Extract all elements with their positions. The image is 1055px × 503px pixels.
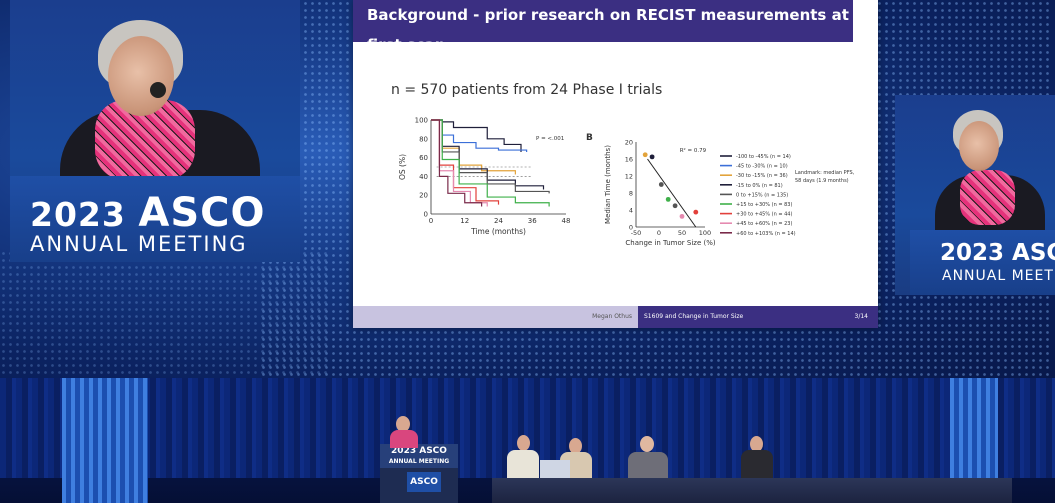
panel-a-xtick-label: 36 <box>528 217 537 225</box>
speaker-video-left: 2023 ASCO ANNUAL MEETING <box>10 0 300 262</box>
microphone-icon <box>150 82 166 98</box>
stage-podium-subtitle: ANNUAL MEETING <box>388 458 450 465</box>
speaker-scarf-right <box>960 170 1015 225</box>
panel-a-survival-curve-9 <box>431 119 483 207</box>
panel-a-xtick-label: 12 <box>460 217 469 225</box>
panelist-2 <box>569 438 582 454</box>
presenter-on-stage <box>396 416 410 432</box>
panel-b-ytick-label: 8 <box>629 190 633 198</box>
laptop <box>540 460 570 478</box>
panel-b-fit-line <box>647 158 697 228</box>
lit-curtain-left <box>62 378 148 503</box>
panel-a-ytick-label: 100 <box>415 117 428 125</box>
world-map-dots-lower <box>0 250 330 378</box>
panel-table <box>492 478 1012 503</box>
slide-subtitle: n = 570 patients from 24 Phase I trials <box>391 82 663 98</box>
speaker-video-right: 2023 ASCO ANNUAL MEETING <box>895 95 1055 295</box>
stage: 2023 ASCO ANNUAL MEETING ASCO <box>0 378 1055 503</box>
panel-a-ytick-label: 60 <box>419 154 428 162</box>
footer-talk-title: S1609 and Change in Tumor Size <box>644 313 744 320</box>
stage-podium-sign: 2023 ASCO ANNUAL MEETING <box>380 444 458 468</box>
podium-front-right: 2023 ASCO ANNUAL MEETING <box>910 230 1055 295</box>
event-brand: ASCO <box>138 190 266 236</box>
panelist-4 <box>750 436 763 452</box>
stage-podium-year-brand: 2023 ASCO <box>391 446 447 456</box>
legend-label-1: -100 to -45% (n = 14) <box>736 154 791 160</box>
panelist-3 <box>640 436 654 452</box>
panel-b-point-4 <box>665 196 671 202</box>
stage-podium: 2023 ASCO ANNUAL MEETING ASCO <box>380 444 458 503</box>
panelist-4-body <box>741 450 773 478</box>
legend-label-4: -15 to 0% (n = 81) <box>736 183 783 189</box>
panel-a-survival-curve-3 <box>431 119 516 175</box>
legend-label-3: -30 to -15% (n = 36) <box>736 173 788 179</box>
panel-b-point-1 <box>642 152 648 158</box>
legend-label-6: +15 to +30% (n = 83) <box>736 202 792 208</box>
panel-a-annotation: P = <.001 <box>536 136 564 142</box>
legend-label-9: +60 to +103% (n = 14) <box>736 231 796 237</box>
panel-a-xtick-label: 48 <box>562 217 571 225</box>
panelist-3-body <box>628 452 668 478</box>
panel-a-xtick-label: 24 <box>494 217 503 225</box>
panel-a-ytick-label: 80 <box>419 135 428 143</box>
panel-a-xlabel: Time (months) <box>470 227 526 236</box>
stage-podium-logo: ASCO <box>407 472 441 492</box>
panel-b-point-3 <box>658 182 664 187</box>
panel-a-ytick-label: 40 <box>419 173 428 181</box>
panel-b-point-2 <box>649 154 655 160</box>
landmark-note-1: Landmark: median PFS, <box>795 170 855 176</box>
panelist-1 <box>517 435 530 451</box>
event-subtitle: ANNUAL MEETING <box>30 232 248 256</box>
slide-page-number: 3/14 <box>854 313 868 320</box>
event-year: 2023 <box>30 195 126 234</box>
panel-a-ylabel: OS (%) <box>398 154 407 180</box>
projection-screen: 2023 ASCO ANNUAL MEETING 2023 ASCO ANNUA… <box>0 0 1055 378</box>
panel-b-point-5 <box>672 203 678 209</box>
footer-author: Megan Othus <box>353 306 638 328</box>
legend-label-8: +45 to +60% (n = 23) <box>736 221 792 227</box>
panel-b-ytick-label: 4 <box>629 207 633 215</box>
panel-b-ylabel: Median Time (months) <box>604 145 612 224</box>
event-subtitle-right: ANNUAL MEETING <box>942 268 1055 284</box>
speaker-face <box>108 36 174 116</box>
panelist-1-body <box>507 450 539 478</box>
panel-b-ytick-label: 16 <box>625 156 633 164</box>
legend-label-2: -45 to -30% (n = 10) <box>736 164 788 170</box>
panel-b-point-7 <box>693 209 699 215</box>
legend-label-5: 0 to +15% (n = 135) <box>736 192 788 198</box>
landmark-note-2: 58 days (1.9 months) <box>795 178 849 184</box>
panel-b-ytick-label: 20 <box>625 139 633 147</box>
speaker-face-right <box>959 121 999 171</box>
slide-footer: Megan Othus S1609 and Change in Tumor Si… <box>353 306 878 328</box>
panel-a-xtick-label: 0 <box>429 217 433 225</box>
panel-b-ytick-label: 0 <box>629 224 633 232</box>
panel-b-annotation: R² = 0.79 <box>680 147 707 154</box>
panel-b-xtick-label: 0 <box>657 229 661 237</box>
panel-a-survival-curve-5 <box>431 119 550 194</box>
event-year-brand-right: 2023 ASCO <box>940 240 1055 266</box>
legend-label-7: +30 to +45% (n = 44) <box>736 212 792 218</box>
panel-b-ytick-label: 12 <box>625 173 633 181</box>
podium-front-left: 2023 ASCO ANNUAL MEETING <box>10 176 300 262</box>
panel-b-xlabel: Change in Tumor Size (%) <box>625 239 715 247</box>
panel-a-ytick-label: 20 <box>419 192 428 200</box>
presentation-slide: Background - prior research on RECIST me… <box>353 0 878 328</box>
panel-a-survival-curve-6 <box>431 119 550 207</box>
panel-b-xtick-label: 100 <box>699 229 711 237</box>
panel-b-point-6 <box>679 213 685 219</box>
slide-title: Background - prior research on RECIST me… <box>353 0 853 54</box>
presenter-scarf <box>390 430 418 448</box>
panel-b-xtick-label: -50 <box>631 229 642 237</box>
panel-a-ytick-label: 0 <box>424 211 428 219</box>
footer-right-band: S1609 and Change in Tumor Size 3/14 <box>638 306 878 328</box>
panel-b-xtick-label: 50 <box>678 229 686 237</box>
panel-a-survival-curve-2 <box>431 119 528 152</box>
panel-b-label: B <box>586 133 593 143</box>
